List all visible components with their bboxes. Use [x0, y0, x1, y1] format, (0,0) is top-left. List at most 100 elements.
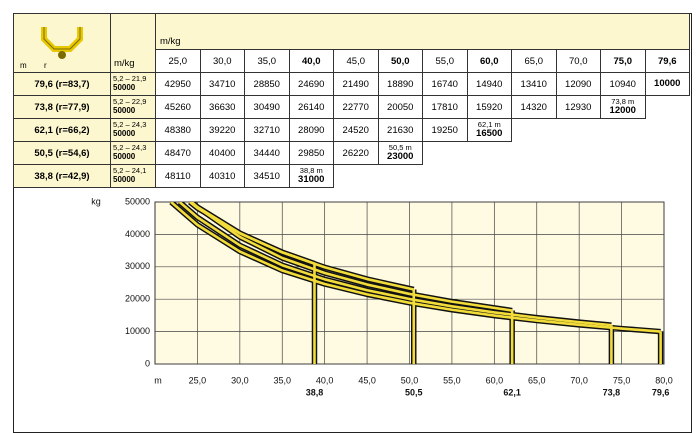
- empty-cell: [645, 119, 690, 142]
- x-tick-label: 30,0: [231, 375, 249, 385]
- chart: kg m0 10000 20000 30000 40000 50000 25,0 30,0 35,…: [91, 196, 673, 397]
- load-cell: 10940: [600, 72, 646, 96]
- load-cell: 13410: [511, 72, 557, 96]
- end-load: 23000: [387, 151, 414, 162]
- row-label: 79,6 (r=83,7): [13, 72, 111, 96]
- load-cell: 17810: [422, 95, 468, 119]
- data-row: 73,8 (r=77,9) 5,2 – 22,9 50000 45260 36630 30…: [13, 95, 690, 119]
- empty-cell: [645, 165, 690, 188]
- empty-cell: [601, 119, 646, 142]
- row-label: 38,8 (r=42,9): [13, 164, 111, 188]
- column-header: 75,0: [600, 49, 646, 73]
- column-header: 45,0: [333, 49, 379, 73]
- max-load: 50000: [113, 106, 136, 115]
- page: kg m 0 10000 20000 30000 40000 50000 25,0 30,0 35,…: [13, 13, 692, 433]
- load-cell: 48470: [155, 141, 201, 165]
- column-header: 55,0: [422, 49, 468, 73]
- load-cell: 19250: [422, 118, 468, 142]
- boom-tick-label: 79,6: [652, 387, 670, 397]
- range-cell: 5,2 – 21,9 50000: [110, 72, 156, 96]
- x-tick-label: 55,0: [443, 375, 461, 385]
- load-cell: 34440: [244, 141, 290, 165]
- empty-cell: [467, 142, 512, 165]
- load-cell: 15920: [466, 95, 512, 119]
- load-cell: 26220: [333, 141, 379, 165]
- boom-tick-label: 50,5: [405, 387, 423, 397]
- range: 5,2 – 21,9: [113, 74, 147, 83]
- icon-cell: m r: [13, 13, 111, 73]
- load-cell: 34710: [199, 72, 245, 96]
- x-axis-label: m: [154, 375, 162, 385]
- empty-cell: [601, 142, 646, 165]
- load-cell: 48380: [155, 118, 201, 142]
- unit-cell: m/kg: [110, 13, 156, 73]
- data-row: 62,1 (r=66,2) 5,2 – 24,3 50000 48380 39220 32…: [13, 118, 690, 142]
- empty-cell: [601, 165, 646, 188]
- x-tick-label: 35,0: [273, 375, 291, 385]
- end-length: 62,1 m: [477, 120, 501, 129]
- range: 5,2 – 24,3: [113, 120, 147, 129]
- max-load: 50000: [113, 129, 136, 138]
- end-cell: 73,8 m 12000: [600, 95, 646, 119]
- range: 5,2 – 24,3: [113, 143, 147, 152]
- load-cell: 14940: [466, 72, 512, 96]
- range-cell: 5,2 – 24,1 50000: [110, 164, 156, 188]
- empty-cell: [556, 165, 601, 188]
- load-table: m r m/kg m/kg 25,0 30,0 35,0 40,0 45,0 50,0 55…: [13, 13, 690, 188]
- load-cell: 21630: [377, 118, 423, 142]
- load-cell: 45260: [155, 95, 201, 119]
- load-cell: 12930: [555, 95, 601, 119]
- curve-band: [170, 202, 661, 333]
- load-cell: 39220: [199, 118, 245, 142]
- x-tick-label: 40,0: [316, 375, 334, 385]
- load-cell: 28850: [244, 72, 290, 96]
- y-tick-label: 0: [145, 358, 150, 368]
- data-row: 79,6 (r=83,7) 5,2 – 21,9 50000 42950 34710 28…: [13, 72, 690, 96]
- load-cell: 14320: [511, 95, 557, 119]
- load-cell: 40310: [199, 164, 245, 188]
- end-load: 10000: [654, 78, 681, 89]
- load-cell: 32710: [244, 118, 290, 142]
- x-tick-label: 70,0: [570, 375, 588, 385]
- curve-band: [188, 202, 315, 265]
- x-tick-label: 65,0: [528, 375, 546, 385]
- load-cell: 30490: [244, 95, 290, 119]
- load-cell: 16740: [422, 72, 468, 96]
- empty-cell: [645, 96, 690, 119]
- load-cell: 42950: [155, 72, 201, 96]
- load-cell: 40400: [199, 141, 245, 165]
- y-tick-label: 30000: [125, 261, 150, 271]
- column-header: 40,0: [288, 49, 334, 73]
- table-body: m r m/kg m/kg 25,0 30,0 35,0 40,0 45,0 50,0 55…: [13, 13, 690, 188]
- range: 5,2 – 24,1: [113, 166, 147, 175]
- column-header: 35,0: [244, 49, 290, 73]
- empty-cell: [645, 142, 690, 165]
- empty-cell: [512, 165, 557, 188]
- end-length: 73,8 m: [611, 97, 635, 106]
- row-label: 62,1 (r=66,2): [13, 118, 111, 142]
- corner-label-m: m: [20, 61, 27, 70]
- load-cell: 18890: [377, 72, 423, 96]
- end-load: 16500: [476, 128, 503, 139]
- load-cell: 12090: [555, 72, 601, 96]
- column-header: 79,6: [644, 49, 690, 73]
- load-cell: 22770: [333, 95, 379, 119]
- load-cell: 29850: [288, 141, 334, 165]
- empty-cell: [423, 165, 468, 188]
- row-label: 50,5 (r=54,6): [13, 141, 111, 165]
- end-cell: 62,1 m 16500: [466, 118, 512, 142]
- end-length: 38,8 m: [299, 166, 323, 175]
- column-header: 25,0: [155, 49, 201, 73]
- load-cell: 24690: [288, 72, 334, 96]
- unit-top: m/kg: [160, 36, 181, 47]
- load-cell: 48110: [155, 164, 201, 188]
- max-load: 50000: [113, 83, 136, 92]
- end-cell: 50,5 m 23000: [377, 141, 423, 165]
- boom-tick-label: 62,1: [503, 387, 521, 397]
- range-cell: 5,2 – 22,9 50000: [110, 95, 156, 119]
- column-header: 50,0: [377, 49, 423, 73]
- range-cell: 5,2 – 24,3 50000: [110, 118, 156, 142]
- data-row: 50,5 (r=54,6) 5,2 – 24,3 50000 48470 40400 34…: [13, 141, 690, 165]
- empty-cell: [556, 142, 601, 165]
- column-header: 60,0: [466, 49, 512, 73]
